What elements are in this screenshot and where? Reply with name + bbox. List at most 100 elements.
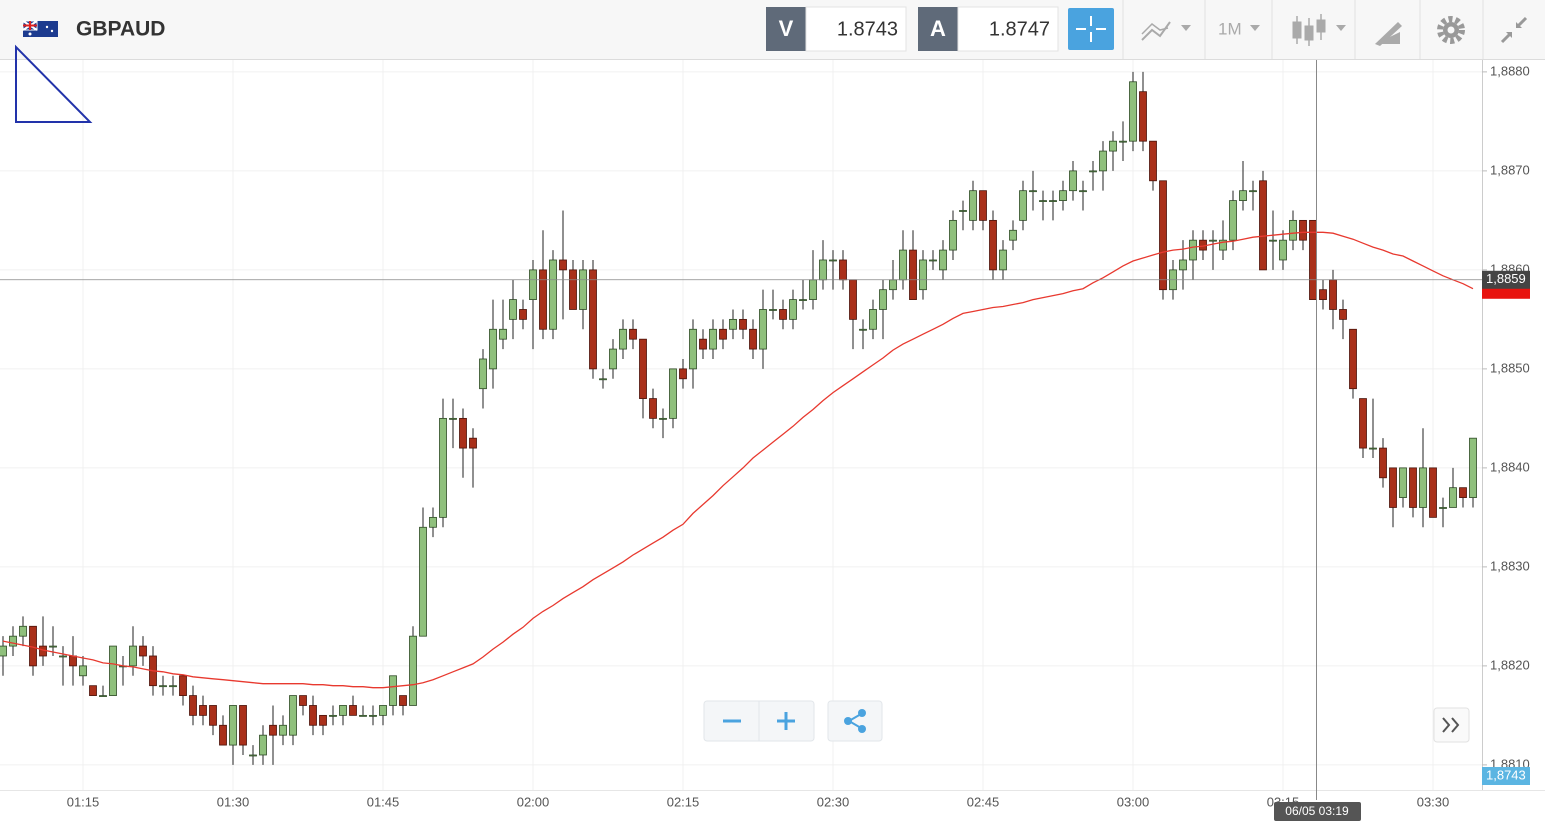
candle-body bbox=[969, 190, 977, 221]
candle-body bbox=[749, 328, 757, 350]
bid-tag-label: 1,8743 bbox=[1486, 767, 1526, 782]
y-tick-label: 1,8830 bbox=[1490, 558, 1530, 573]
candle-body bbox=[1359, 398, 1367, 449]
candle-body bbox=[879, 289, 887, 310]
candle-body bbox=[169, 685, 177, 688]
crosshair-button[interactable] bbox=[1068, 8, 1114, 50]
timeframe-caret bbox=[1250, 25, 1260, 31]
candle-body bbox=[359, 714, 367, 717]
candle-body bbox=[1019, 190, 1027, 221]
x-tick-label: 01:45 bbox=[367, 794, 400, 809]
candle-body bbox=[1419, 467, 1427, 508]
candle-body bbox=[1189, 239, 1197, 261]
candle-body bbox=[569, 269, 577, 310]
chart-type-button[interactable] bbox=[1292, 14, 1346, 46]
zoom-in[interactable] bbox=[777, 712, 795, 730]
candle-body bbox=[1139, 91, 1147, 142]
candle-body bbox=[609, 348, 617, 370]
candle-body bbox=[419, 526, 427, 637]
candle-body bbox=[1429, 467, 1437, 518]
bid-label: V bbox=[779, 16, 794, 41]
candle-body bbox=[1009, 229, 1017, 241]
candle-body bbox=[639, 338, 647, 399]
bid-field bbox=[805, 6, 907, 52]
ask-price: 1.8747 bbox=[989, 18, 1050, 40]
collapse-button[interactable] bbox=[1500, 16, 1528, 44]
candle-body bbox=[589, 269, 597, 370]
candle-body bbox=[79, 665, 87, 677]
candle-body bbox=[1369, 447, 1377, 450]
y-tick-label: 1,8870 bbox=[1490, 162, 1530, 177]
candle-body bbox=[599, 378, 607, 381]
candle-body bbox=[1209, 239, 1217, 242]
candle-body bbox=[989, 219, 997, 271]
candle-body bbox=[379, 705, 387, 716]
x-tick-label: 01:30 bbox=[217, 794, 250, 809]
candle-body bbox=[399, 695, 407, 706]
candle-body bbox=[109, 645, 117, 696]
candle-body bbox=[389, 675, 397, 706]
ask-field bbox=[957, 6, 1059, 52]
candle-body bbox=[469, 437, 477, 449]
candle-body bbox=[269, 724, 277, 736]
candle-body bbox=[1259, 180, 1267, 271]
candle-body bbox=[1029, 190, 1037, 193]
candle-body bbox=[1079, 190, 1087, 193]
bid-price: 1.8743 bbox=[837, 18, 898, 40]
settings-button[interactable] bbox=[1437, 16, 1465, 44]
indicators-button[interactable] bbox=[1141, 21, 1191, 41]
candle-body bbox=[689, 328, 697, 370]
ask-button[interactable] bbox=[918, 7, 958, 51]
candle-body bbox=[309, 705, 317, 726]
candle-body bbox=[1129, 81, 1137, 142]
ask-label: A bbox=[930, 16, 946, 41]
candle-body bbox=[709, 328, 717, 350]
candle-body bbox=[899, 249, 907, 281]
candle-body bbox=[1159, 180, 1167, 291]
bid-button[interactable] bbox=[766, 7, 806, 51]
candle-body bbox=[559, 259, 567, 271]
candle-body bbox=[819, 259, 827, 281]
candle-body bbox=[1109, 140, 1117, 152]
x-tick-label: 03:30 bbox=[1417, 794, 1450, 809]
draw-button[interactable] bbox=[1375, 22, 1402, 46]
candle-body bbox=[159, 685, 167, 688]
candle-body bbox=[809, 279, 817, 300]
candle-body bbox=[629, 328, 637, 340]
candle-body bbox=[49, 645, 57, 648]
candle-body bbox=[1049, 200, 1057, 202]
candle-body bbox=[839, 259, 847, 281]
bid-tag bbox=[1482, 767, 1530, 785]
timeframe[interactable]: 1M bbox=[1218, 19, 1242, 38]
candle-body bbox=[219, 724, 227, 746]
candle-body bbox=[1409, 467, 1417, 508]
candle-body bbox=[449, 417, 457, 420]
share-button[interactable] bbox=[827, 700, 883, 742]
candle-body bbox=[1059, 190, 1067, 201]
candle-body bbox=[659, 417, 667, 420]
candle-body bbox=[1229, 200, 1237, 241]
x-tick-label: 02:45 bbox=[967, 794, 1000, 809]
y-tick-label: 1,8820 bbox=[1490, 657, 1530, 672]
candle-body bbox=[849, 279, 857, 320]
scroll-right-button[interactable] bbox=[1433, 707, 1470, 743]
candle-body bbox=[1329, 279, 1337, 310]
candle-body bbox=[69, 655, 77, 667]
drawing-triangle[interactable] bbox=[15, 44, 93, 123]
candle-body bbox=[129, 645, 137, 667]
candle-body bbox=[669, 368, 677, 419]
toolbar: GBPAUD V 1.8743 A 1.8747 1M bbox=[0, 0, 1545, 60]
candle-body bbox=[889, 279, 897, 291]
candle-body bbox=[289, 695, 297, 736]
candle-body bbox=[319, 714, 327, 726]
candle-body bbox=[1449, 487, 1457, 508]
candle-body bbox=[0, 645, 7, 657]
candle-body bbox=[349, 705, 357, 716]
y-tick-label: 1,8880 bbox=[1490, 63, 1530, 78]
candle-body bbox=[769, 309, 777, 311]
candle-body bbox=[59, 655, 67, 658]
x-tick-label: 02:30 bbox=[817, 794, 850, 809]
candle-body bbox=[649, 398, 657, 419]
candle-body bbox=[1379, 447, 1387, 479]
candle-body bbox=[519, 309, 527, 320]
